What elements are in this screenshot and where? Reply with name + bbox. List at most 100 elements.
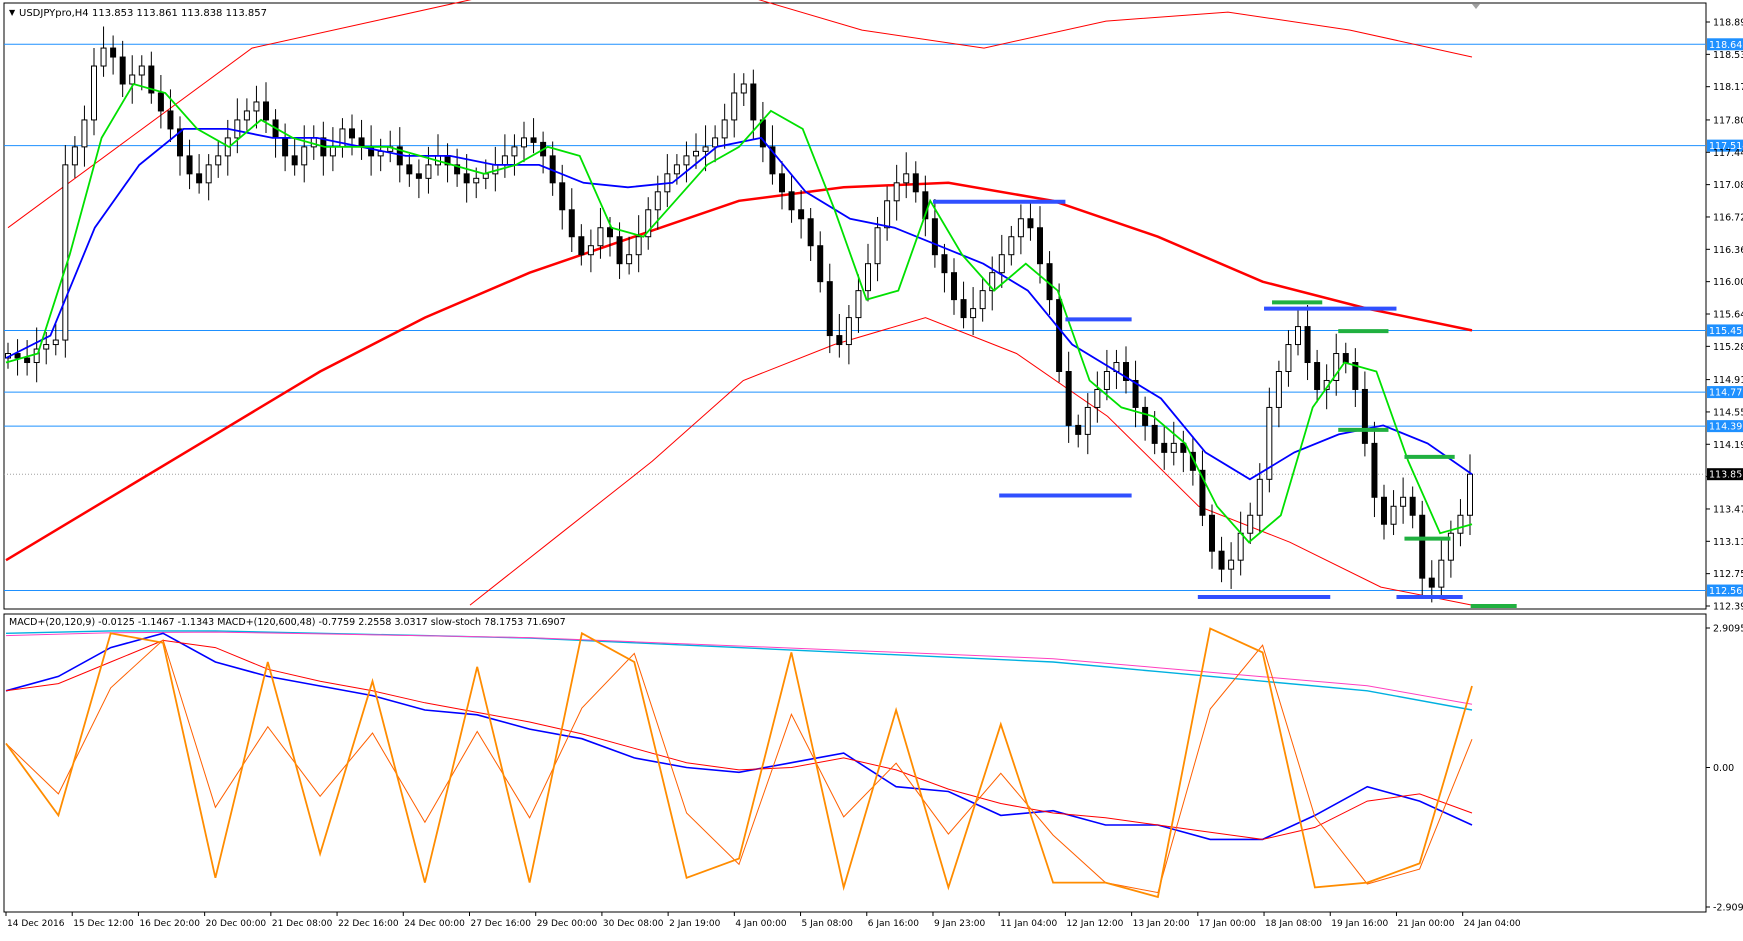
price-pane[interactable] <box>3 2 1707 610</box>
price-tick: 113.110 <box>1706 537 1743 548</box>
price-tick-label: 117.080 <box>1713 180 1743 191</box>
indicator-tick-label: 0.00 <box>1713 763 1734 774</box>
stoch-main <box>5 627 1473 899</box>
time-tick-label: 20 Dec 00:00 <box>206 919 267 929</box>
candle <box>836 314 843 358</box>
price-tick-label: 113.110 <box>1713 537 1743 548</box>
candle <box>683 141 690 183</box>
time-tick-label: 11 Jan 04:00 <box>1000 919 1057 929</box>
candles <box>5 26 1473 603</box>
candle <box>779 161 785 210</box>
price-tick-label: 116.000 <box>1713 277 1743 288</box>
candle <box>1247 502 1254 545</box>
candle <box>712 125 719 163</box>
price-tick-label: 118.170 <box>1713 82 1743 93</box>
price-tick: 116.720 <box>1706 212 1743 223</box>
candle <box>1209 504 1215 569</box>
price-tick: 112.390 <box>1706 602 1743 613</box>
candle <box>960 281 967 329</box>
candle <box>1371 421 1378 518</box>
time-tick-label: 22 Dec 16:00 <box>338 919 399 929</box>
hline-level[interactable]: 118.642 <box>4 38 1743 51</box>
candle <box>473 167 480 199</box>
candle <box>731 73 738 138</box>
time-tick-label: 27 Dec 16:00 <box>470 919 531 929</box>
candle <box>740 73 747 107</box>
candle <box>855 274 862 333</box>
pattern-levels <box>932 199 1517 608</box>
candle <box>186 139 193 190</box>
candle <box>845 305 852 365</box>
candle <box>635 215 642 273</box>
candle <box>941 243 948 293</box>
macd-fast-signal <box>5 639 1473 840</box>
candle <box>826 263 833 354</box>
candle <box>1381 484 1387 540</box>
candle <box>989 256 996 311</box>
candle <box>215 141 222 178</box>
horizontal-lines: 118.642 117.514 115.457 114.771 114.392 112.5… <box>4 38 1743 597</box>
candle <box>1457 499 1464 547</box>
candle <box>463 154 470 203</box>
price-tick: 117.440 <box>1706 148 1743 159</box>
hline-level[interactable]: 115.457 <box>4 324 1743 337</box>
candle <box>1275 360 1282 428</box>
candle <box>1409 486 1416 529</box>
candle <box>81 105 88 167</box>
candle <box>1266 387 1273 493</box>
collapse-icon[interactable]: ▼ <box>9 8 16 17</box>
candle <box>798 190 805 239</box>
price-tick: 117.080 <box>1706 180 1743 191</box>
candle <box>1314 349 1321 403</box>
candle <box>1027 200 1034 241</box>
stoch-signal <box>5 639 1473 894</box>
candle <box>1352 348 1359 407</box>
candle <box>1065 351 1072 443</box>
current-price-label: 113.857 <box>1709 470 1743 481</box>
indicator-pane[interactable] <box>3 613 1707 913</box>
candle <box>1295 308 1301 356</box>
candle <box>559 164 566 230</box>
candle <box>52 323 59 356</box>
time-tick-label: 13 Jan 20:00 <box>1133 919 1190 929</box>
indicator-tick-label: 2.9095 <box>1713 624 1743 635</box>
candle <box>951 258 957 315</box>
symbol-label: USDJPYpro,H4 <box>19 8 89 19</box>
candle <box>970 287 977 336</box>
ma-slow <box>5 181 1473 562</box>
hline-level[interactable]: 114.392 <box>4 420 1743 433</box>
price-tick: 113.830 <box>1706 472 1743 483</box>
price-tick-label: 114.190 <box>1713 440 1743 451</box>
candle <box>597 207 604 259</box>
candle <box>645 197 652 250</box>
hline-badge <box>1707 38 1743 51</box>
candle <box>119 40 126 98</box>
macd-fast-main <box>5 632 1473 841</box>
candle <box>884 186 891 241</box>
scroll-marker-icon[interactable] <box>1472 4 1480 9</box>
candle <box>1037 206 1043 284</box>
candle <box>1017 204 1024 255</box>
current-price-badge <box>1707 468 1743 481</box>
price-tick-label: 118.530 <box>1713 50 1743 61</box>
price-tick-label: 117.440 <box>1713 148 1743 159</box>
candle <box>865 243 871 302</box>
candle <box>1228 542 1235 589</box>
ma-fast-line <box>5 82 1473 544</box>
price-tick: 117.800 <box>1706 115 1743 126</box>
candle <box>1400 477 1407 524</box>
candle <box>998 234 1005 288</box>
price-tick-label: 115.640 <box>1713 310 1743 321</box>
candle <box>1056 283 1063 383</box>
candle <box>205 154 212 201</box>
price-tick-label: 114.550 <box>1713 407 1743 418</box>
candle <box>196 154 203 194</box>
candle <box>1199 450 1206 527</box>
price-tick: 118.530 <box>1706 50 1743 61</box>
price-tick: 113.470 <box>1706 504 1743 515</box>
time-tick-label: 9 Jan 23:00 <box>934 919 986 929</box>
price-tick-label: 118.890 <box>1713 18 1743 29</box>
candle <box>750 69 757 140</box>
